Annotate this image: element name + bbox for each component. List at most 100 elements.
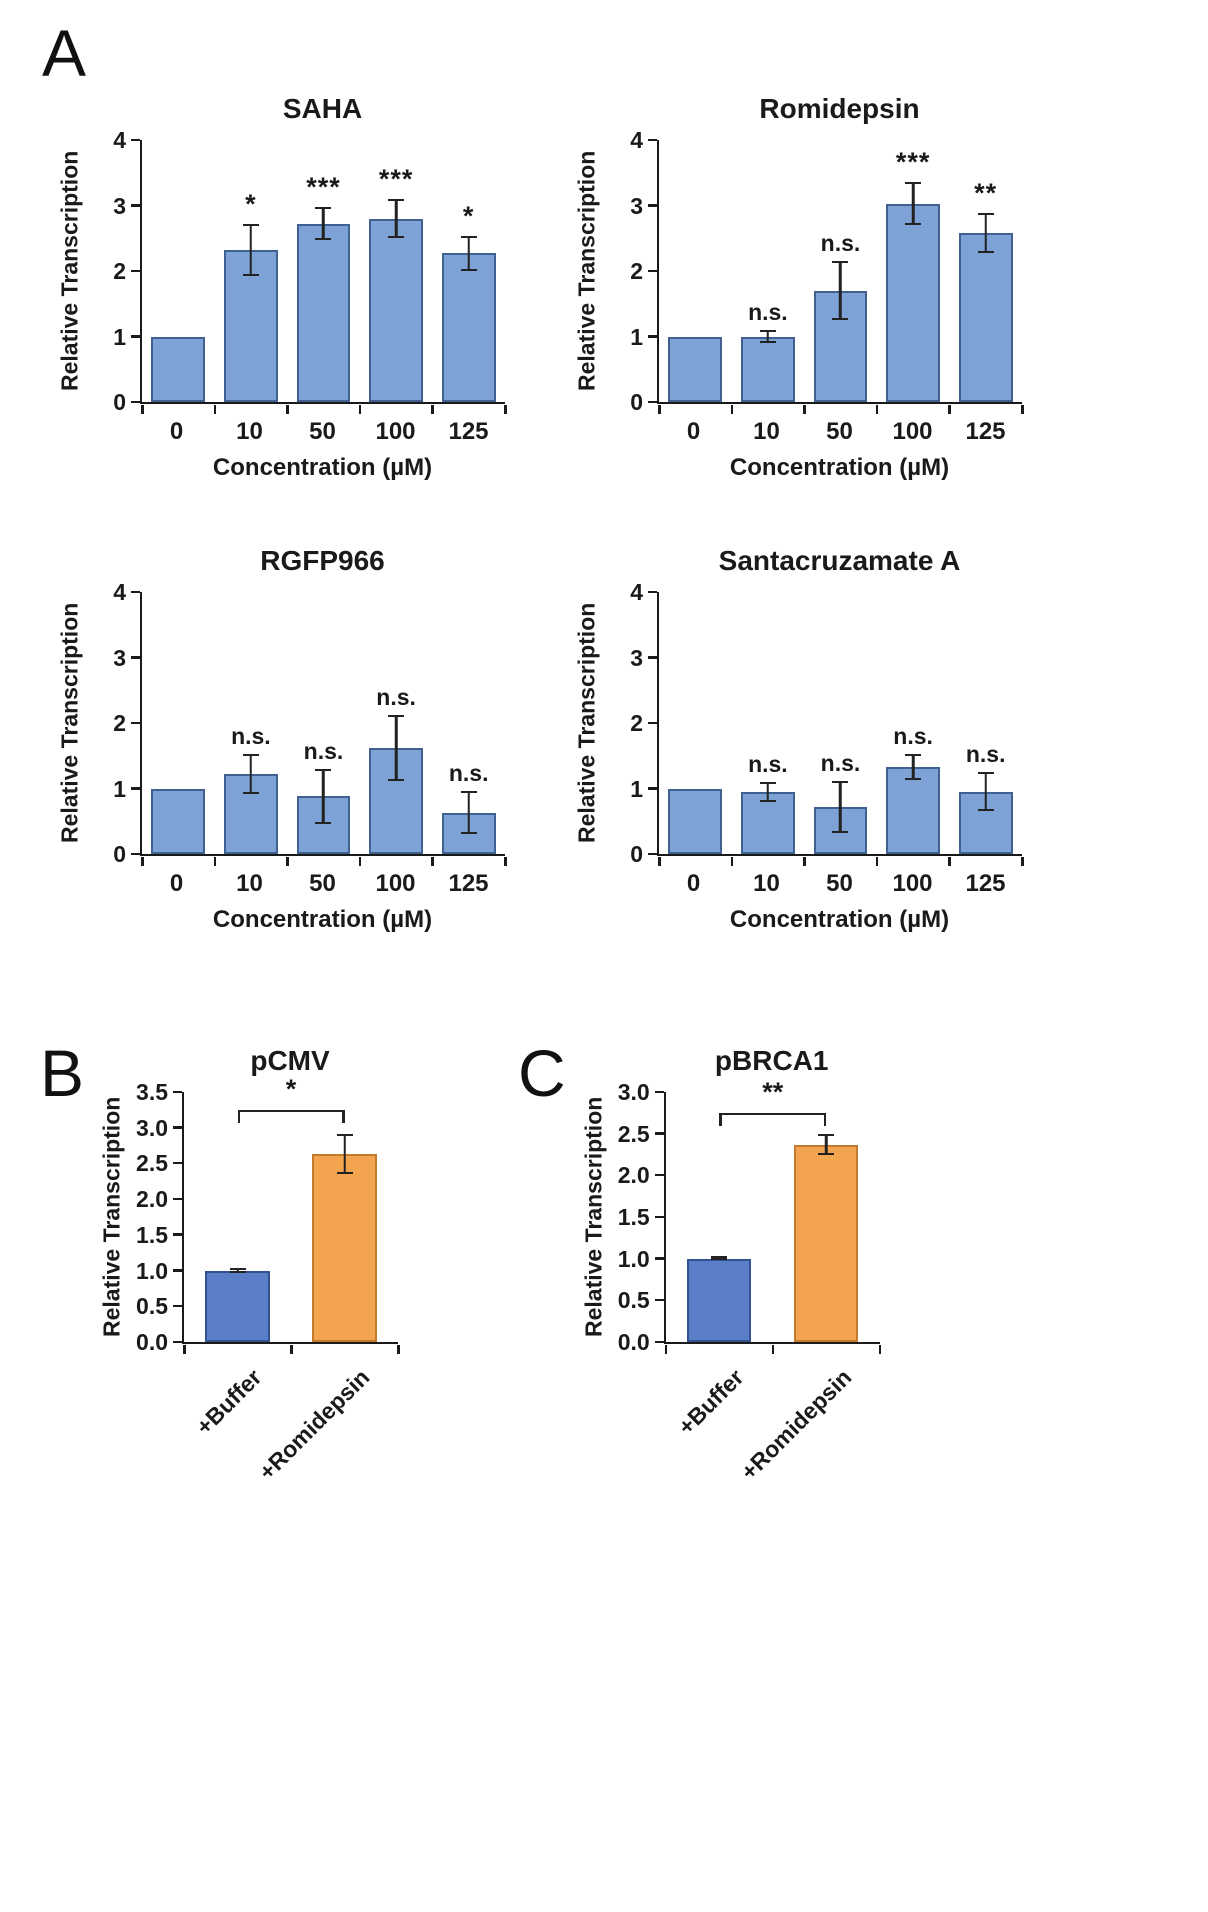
- x-tick-labels: 0 10 50 100 125: [140, 870, 505, 898]
- error-bar: [905, 181, 922, 226]
- significance-label: n.s.: [303, 737, 344, 764]
- y-tick-label: 2: [113, 258, 126, 284]
- x-tick-slot: +Romidepsin: [253, 1354, 398, 1485]
- bar-slot: n.s.: [732, 140, 805, 402]
- chart-pbrca1: Relative Transcription 0.0 0.5 1.0 1.5 2.0 2.5…: [576, 1044, 882, 1485]
- plot-region: RGFP966 n.s. n.s. n.s. n.s. 0 10 50 100 125 Concen…: [140, 544, 507, 934]
- y-tick-label: 2: [113, 710, 126, 736]
- y-tick-label: 2: [630, 710, 643, 736]
- significance-label: n.s.: [965, 741, 1006, 768]
- x-tick-mark: [431, 404, 434, 414]
- error-bar: [711, 1256, 728, 1261]
- plot-region: pBRCA1 ** +Buffer +Romidepsin: [663, 1044, 882, 1485]
- significance-label: *: [285, 1074, 297, 1104]
- x-tick-mark: [358, 404, 362, 414]
- bar: [369, 218, 423, 402]
- plot-area: *: [182, 1076, 400, 1354]
- x-tick-slot: 50: [286, 418, 359, 446]
- bar-slot: n.s.: [804, 140, 877, 402]
- x-tick-slot: 100: [359, 870, 432, 898]
- chart-title: pCMV: [250, 1045, 330, 1076]
- y-tick-label: 3.0: [617, 1079, 650, 1105]
- bar-slot: [659, 592, 732, 854]
- bar-slot: [142, 140, 215, 402]
- y-axis: 0.0 0.5 1.0 1.5 2.0 2.5 3.0 3.5: [130, 1080, 183, 1354]
- bar-slot: [142, 592, 215, 854]
- panel-a-label: A: [42, 16, 87, 90]
- chart-body: Relative Transcription 0 1 2 3 4 SAHA * *** *** * 0…: [52, 92, 507, 482]
- x-tick-mark: [286, 856, 289, 866]
- x-tick-mark: [875, 856, 879, 866]
- bar: [205, 1270, 270, 1342]
- significance-label: n.s.: [376, 684, 416, 711]
- x-tick-mark: [504, 856, 507, 866]
- x-tick-label: 50: [309, 870, 336, 897]
- bar-slot: n.s.: [432, 592, 505, 854]
- chart-title: Santacruzamate A: [718, 545, 961, 576]
- y-tick-mark: [131, 400, 140, 403]
- y-tick-mark: [654, 1257, 664, 1260]
- y-tick-label: 0.5: [617, 1287, 650, 1314]
- significance-label: **: [974, 178, 998, 209]
- significance-label: n.s.: [231, 723, 271, 750]
- x-tick-slot: 125: [949, 418, 1022, 446]
- y-axis: 0 1 2 3 4: [88, 580, 140, 866]
- bar: [668, 336, 723, 402]
- x-tick-slot: 125: [432, 870, 505, 898]
- x-tick-label: 10: [753, 418, 780, 445]
- x-tick-mark: [290, 1344, 293, 1354]
- significance-label: ***: [895, 146, 931, 177]
- x-tick-label: 50: [826, 870, 853, 897]
- y-axis-title: Relative Transcription: [580, 1096, 607, 1338]
- x-tick-slot: 50: [803, 418, 876, 446]
- y-tick-mark: [131, 138, 140, 141]
- x-tick-label: 50: [826, 418, 853, 445]
- bar: [312, 1154, 377, 1342]
- bar: [151, 336, 206, 402]
- significance-bracket: [719, 1113, 827, 1127]
- y-tick-mark: [654, 1298, 664, 1302]
- y-tick-mark: [173, 1269, 183, 1272]
- x-tick-slot: 0: [140, 870, 213, 898]
- x-tick-slot: 0: [140, 418, 213, 446]
- panel-c-label: C: [518, 1036, 566, 1110]
- plot-region: SAHA * *** *** * 0 10 50 100 125 Concentration (µM…: [140, 92, 507, 482]
- bar: [668, 788, 723, 854]
- x-tick-mark: [730, 404, 734, 414]
- x-tick-label: 10: [753, 870, 780, 897]
- y-tick-label: 4: [630, 579, 643, 605]
- y-tick-mark: [131, 590, 140, 593]
- chart-body: Relative Transcription 0 1 2 3 4 Santacruzamat…: [569, 544, 1024, 934]
- y-tick-label: 3: [113, 644, 126, 671]
- bar-slot: [773, 1092, 880, 1342]
- bar: [296, 223, 351, 402]
- y-tick-label: 3: [113, 192, 126, 219]
- y-tick-label: 2.0: [617, 1162, 650, 1189]
- bar-slot: [291, 1092, 398, 1342]
- x-tick-mark: [875, 404, 879, 414]
- error-bar: [759, 781, 776, 802]
- x-tick-mark: [664, 1344, 668, 1354]
- y-tick-label: 4: [630, 127, 643, 153]
- error-bar: [818, 1133, 835, 1156]
- bar-slot: [659, 140, 732, 402]
- significance-label: n.s.: [448, 760, 489, 787]
- y-tick-label: 0.5: [136, 1293, 169, 1320]
- y-tick-mark: [131, 335, 140, 338]
- y-axis-title: Relative Transcription: [56, 150, 83, 392]
- y-tick-label: 3.0: [136, 1114, 169, 1141]
- bar-slot: n.s.: [877, 592, 950, 854]
- chart-pcmv: Relative Transcription 0.0 0.5 1.0 1.5 2.0 2.5…: [94, 1044, 400, 1485]
- panel-a-chart-grid: Relative Transcription 0 1 2 3 4 SAHA * *** *** * 0…: [0, 92, 1208, 934]
- x-tick-mark: [141, 404, 144, 414]
- y-tick-label: 0.0: [617, 1329, 650, 1355]
- bar: [958, 233, 1013, 402]
- x-tick-mark: [213, 856, 217, 866]
- bar-slot: [184, 1092, 291, 1342]
- significance-label: *: [245, 188, 257, 219]
- panel-bc-row: B Relative Transcription 0.0 0.5 1.0 1.5 2.0 2…: [0, 1040, 1208, 1485]
- significance-label: n.s.: [820, 230, 861, 257]
- y-tick-label: 2.5: [136, 1150, 169, 1177]
- bar-slot: n.s.: [949, 592, 1022, 854]
